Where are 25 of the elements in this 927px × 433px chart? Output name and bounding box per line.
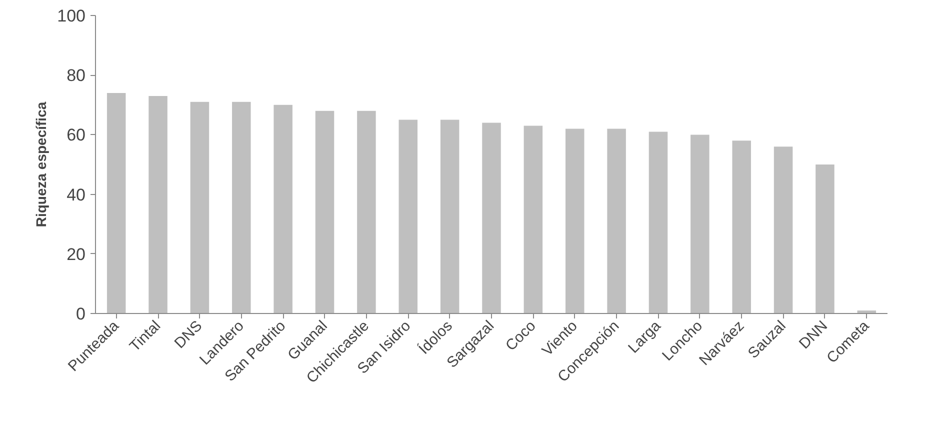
y-tick-label: 60 xyxy=(66,126,86,145)
bar xyxy=(774,146,793,314)
bar xyxy=(690,134,710,314)
bar xyxy=(357,110,376,314)
bar xyxy=(148,96,168,314)
y-tick-label: 100 xyxy=(57,6,86,26)
y-tick-label: 40 xyxy=(66,185,86,204)
bar xyxy=(398,120,418,314)
bar xyxy=(648,132,668,314)
bar xyxy=(190,102,210,314)
bar xyxy=(607,128,626,314)
bar xyxy=(440,120,460,314)
bar xyxy=(232,102,251,314)
y-tick-label: 80 xyxy=(66,66,86,86)
bar xyxy=(565,128,584,314)
y-tick-label: 20 xyxy=(66,244,86,264)
y-axis-title: Riqueza específica xyxy=(33,102,50,228)
bar xyxy=(315,110,334,314)
bar xyxy=(524,126,543,314)
bar xyxy=(274,104,292,314)
y-tick-label: 0 xyxy=(76,304,86,324)
bar xyxy=(816,164,834,314)
bar xyxy=(482,122,501,314)
bar xyxy=(732,140,751,314)
bar xyxy=(106,92,126,314)
